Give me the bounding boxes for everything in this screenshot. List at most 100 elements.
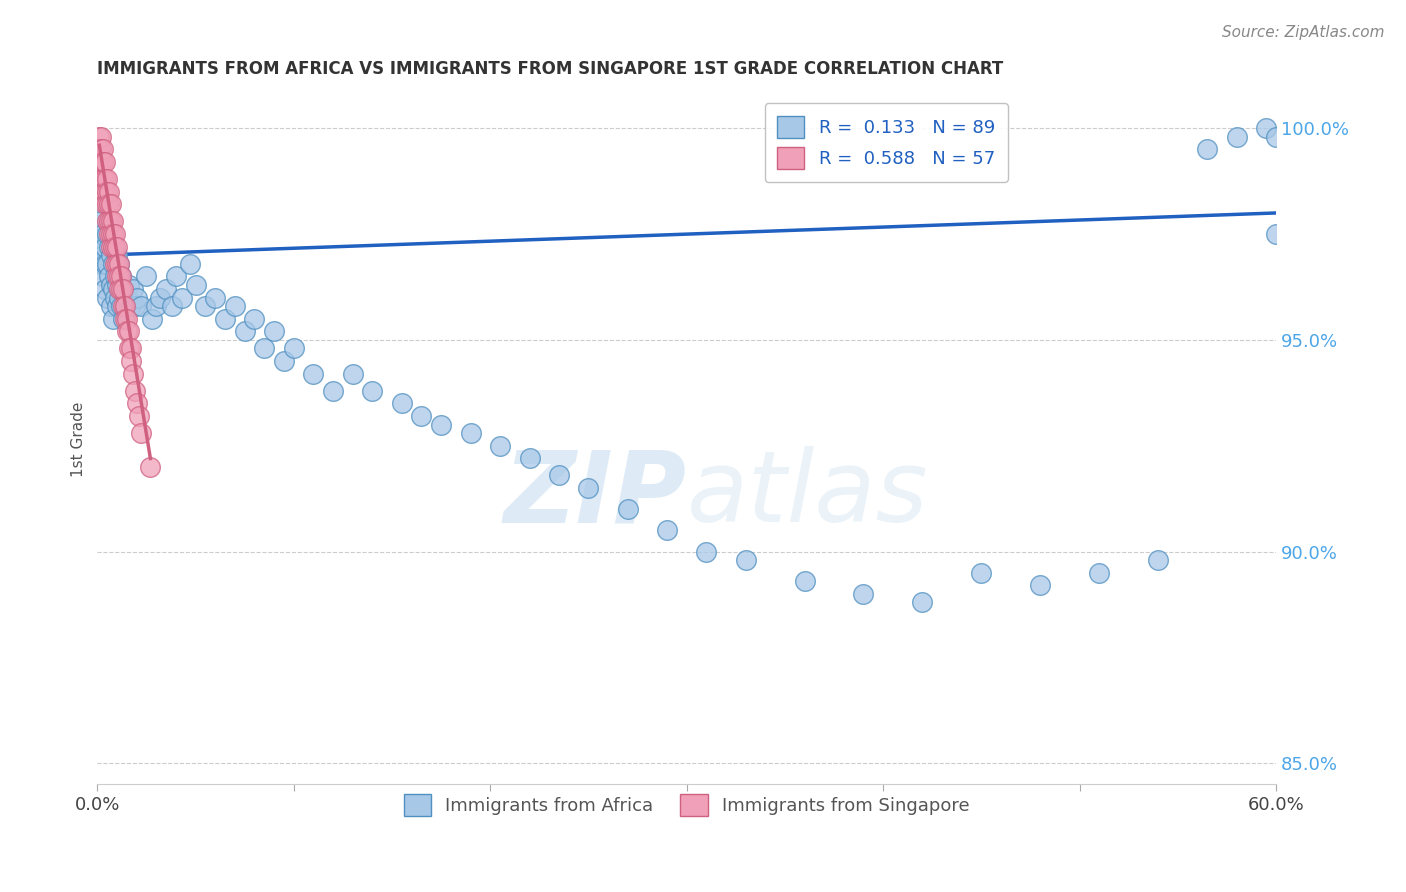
Point — [96, 257, 118, 271]
Point — [124, 384, 146, 398]
Point — [89, 129, 111, 144]
Point — [94, 185, 117, 199]
Point — [125, 291, 148, 305]
Point — [101, 240, 124, 254]
Point — [89, 206, 111, 220]
Point — [170, 291, 193, 305]
Point — [104, 269, 127, 284]
Point — [91, 185, 114, 199]
Point — [322, 384, 344, 398]
Point — [852, 587, 875, 601]
Point — [118, 325, 141, 339]
Point — [128, 409, 150, 424]
Point — [120, 342, 142, 356]
Point — [145, 299, 167, 313]
Point — [96, 291, 118, 305]
Point — [98, 240, 121, 254]
Point — [96, 197, 118, 211]
Point — [111, 299, 134, 313]
Point — [94, 172, 117, 186]
Point — [115, 291, 138, 305]
Point — [111, 282, 134, 296]
Point — [90, 172, 112, 186]
Point — [120, 354, 142, 368]
Point — [263, 325, 285, 339]
Text: Source: ZipAtlas.com: Source: ZipAtlas.com — [1222, 25, 1385, 40]
Point — [100, 197, 122, 211]
Point — [101, 257, 124, 271]
Point — [89, 227, 111, 241]
Point — [110, 282, 132, 296]
Point — [129, 426, 152, 441]
Point — [970, 566, 993, 580]
Point — [361, 384, 384, 398]
Point — [1197, 143, 1219, 157]
Point — [90, 155, 112, 169]
Point — [125, 396, 148, 410]
Point — [101, 282, 124, 296]
Point — [96, 185, 118, 199]
Point — [121, 367, 143, 381]
Point — [118, 342, 141, 356]
Point — [105, 299, 128, 313]
Point — [91, 155, 114, 169]
Text: atlas: atlas — [686, 446, 928, 543]
Point — [135, 269, 157, 284]
Point — [108, 282, 131, 296]
Point — [104, 291, 127, 305]
Point — [89, 155, 111, 169]
Point — [111, 311, 134, 326]
Point — [94, 240, 117, 254]
Point — [460, 426, 482, 441]
Point — [115, 325, 138, 339]
Point — [101, 227, 124, 241]
Legend: Immigrants from Africa, Immigrants from Singapore: Immigrants from Africa, Immigrants from … — [396, 788, 977, 823]
Point — [194, 299, 217, 313]
Point — [91, 248, 114, 262]
Point — [98, 185, 121, 199]
Point — [616, 502, 638, 516]
Point — [111, 282, 134, 296]
Point — [1029, 578, 1052, 592]
Point — [90, 257, 112, 271]
Point — [105, 257, 128, 271]
Point — [411, 409, 433, 424]
Point — [100, 227, 122, 241]
Point — [391, 396, 413, 410]
Point — [124, 299, 146, 313]
Point — [273, 354, 295, 368]
Point — [430, 417, 453, 432]
Point — [98, 214, 121, 228]
Point — [108, 269, 131, 284]
Point — [1147, 553, 1170, 567]
Point — [100, 240, 122, 254]
Point — [118, 277, 141, 292]
Point — [283, 342, 305, 356]
Point — [121, 282, 143, 296]
Y-axis label: 1st Grade: 1st Grade — [72, 401, 86, 477]
Point — [734, 553, 756, 567]
Point — [1256, 121, 1278, 136]
Point — [104, 257, 127, 271]
Point — [793, 574, 815, 589]
Point — [105, 248, 128, 262]
Point — [302, 367, 325, 381]
Point — [100, 248, 122, 262]
Point — [94, 155, 117, 169]
Point — [120, 299, 142, 313]
Point — [100, 214, 122, 228]
Point — [90, 240, 112, 254]
Point — [655, 524, 678, 538]
Point — [91, 143, 114, 157]
Point — [96, 172, 118, 186]
Point — [149, 291, 172, 305]
Point — [155, 282, 177, 296]
Point — [90, 143, 112, 157]
Point — [105, 277, 128, 292]
Point — [90, 214, 112, 228]
Point — [91, 227, 114, 241]
Point — [165, 269, 187, 284]
Point — [129, 299, 152, 313]
Point — [100, 277, 122, 292]
Point — [98, 269, 121, 284]
